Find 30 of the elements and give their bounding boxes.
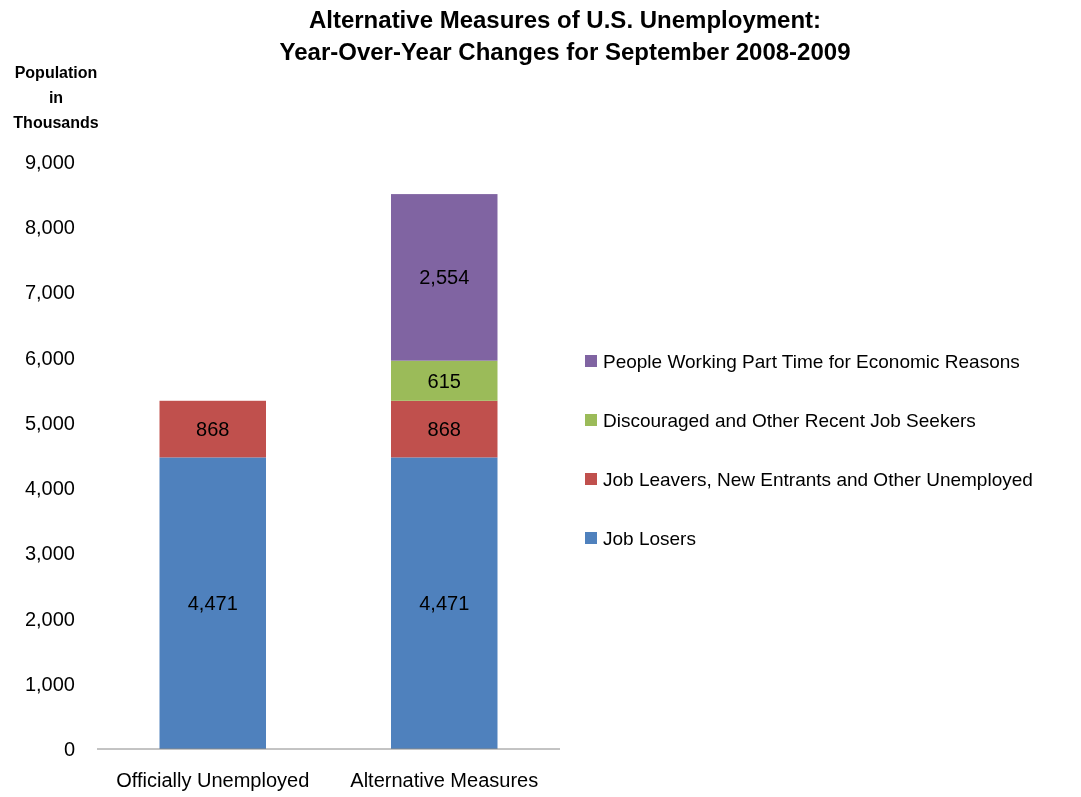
x-tick-label: Officially Unemployed — [116, 769, 310, 791]
y-tick-label: 4,000 — [24, 477, 75, 500]
legend-label: Discouraged and Other Recent Job Seekers — [603, 409, 976, 431]
bar — [391, 194, 498, 361]
y-tick-label: 2,000 — [24, 607, 75, 630]
chart-title: Alternative Measures of U.S. Unemployment: Year-Over-Year Changes for September 2008-2009 — [279, 6, 851, 65]
data-label: 615 — [427, 369, 461, 392]
y-tick-label: 7,000 — [24, 281, 75, 304]
y-tick-label: 1,000 — [24, 672, 75, 695]
bar — [159, 400, 266, 458]
y-tick-label: 6,000 — [24, 346, 75, 369]
data-label: 4,471 — [419, 592, 470, 615]
y-tick-label: 9,000 — [24, 151, 75, 173]
bar — [391, 400, 498, 458]
y-tick-label: 5,000 — [24, 411, 75, 434]
data-label: 4,471 — [187, 592, 238, 615]
y-tick-label: 0 — [63, 738, 75, 760]
bar — [159, 457, 266, 749]
legend-label: Job Leavers, New Entrants and Other Unemployed — [603, 468, 1033, 490]
bar — [391, 360, 498, 401]
data-label: 868 — [196, 418, 230, 441]
y-tick-label: 8,000 — [24, 216, 75, 239]
legend-label: Job Losers — [603, 527, 696, 549]
bar — [391, 457, 498, 749]
y-axis-title: Population in Thousands — [13, 64, 99, 131]
data-label: 868 — [427, 418, 461, 441]
x-tick-label: Alternative Measures — [350, 769, 539, 791]
legend-label: People Working Part Time for Economic Reasons — [603, 350, 1020, 372]
y-tick-label: 3,000 — [24, 542, 75, 565]
data-label: 2,554 — [419, 266, 470, 289]
